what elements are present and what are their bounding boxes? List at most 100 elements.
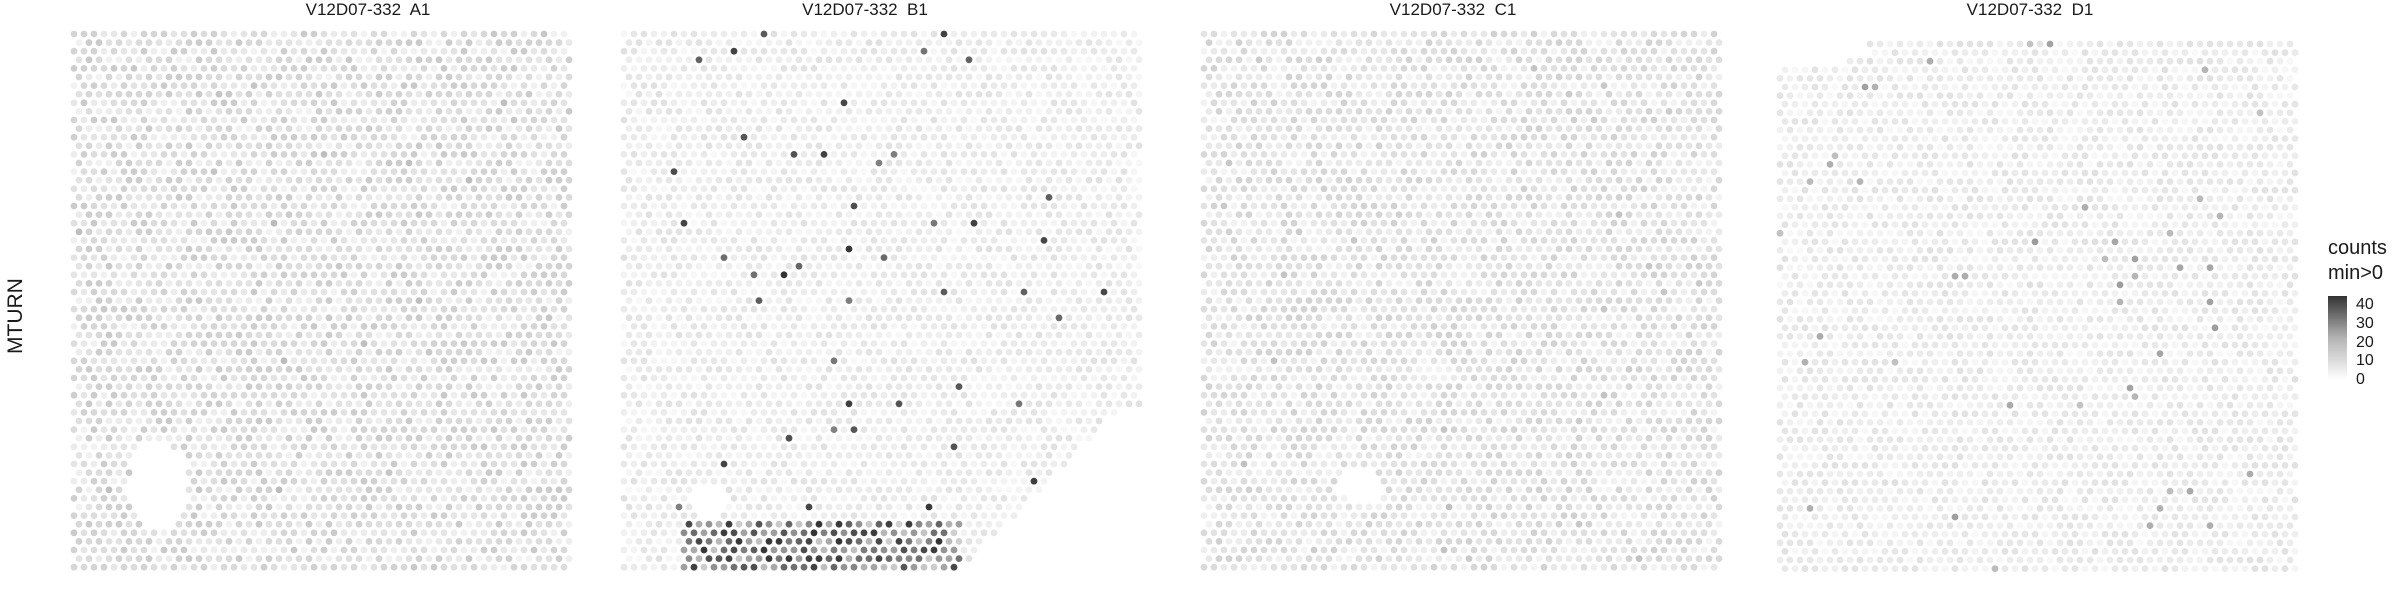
spot bbox=[500, 340, 508, 347]
spot bbox=[900, 82, 908, 89]
spot bbox=[850, 30, 858, 38]
spot bbox=[110, 30, 118, 38]
spot bbox=[860, 133, 868, 141]
spot bbox=[415, 73, 423, 81]
spot bbox=[105, 245, 113, 253]
spot bbox=[160, 426, 168, 433]
spot bbox=[385, 228, 393, 236]
spot bbox=[430, 374, 438, 382]
spot bbox=[645, 56, 653, 64]
spot bbox=[295, 90, 303, 98]
spot bbox=[170, 305, 178, 313]
spot bbox=[640, 116, 648, 124]
spot bbox=[530, 288, 538, 296]
spot bbox=[790, 99, 798, 107]
spot bbox=[560, 426, 568, 433]
spot bbox=[435, 142, 443, 150]
spot bbox=[95, 56, 103, 64]
spot bbox=[275, 383, 283, 390]
spot bbox=[895, 194, 903, 201]
spot bbox=[1110, 30, 1118, 38]
spot bbox=[410, 546, 418, 554]
spot bbox=[305, 228, 313, 236]
spot bbox=[345, 434, 353, 442]
spot bbox=[540, 185, 548, 193]
spot bbox=[165, 366, 173, 373]
spot bbox=[340, 65, 348, 72]
spot bbox=[270, 202, 278, 210]
spot bbox=[430, 151, 438, 158]
spot bbox=[745, 331, 753, 339]
spot bbox=[445, 400, 453, 408]
spot bbox=[370, 374, 378, 382]
spot bbox=[100, 82, 108, 89]
spot bbox=[770, 271, 778, 279]
spot bbox=[220, 391, 228, 399]
spot bbox=[550, 409, 558, 416]
spot bbox=[1000, 202, 1008, 210]
spot bbox=[415, 417, 423, 425]
spot bbox=[465, 56, 473, 64]
spot bbox=[525, 245, 533, 253]
spot bbox=[730, 133, 738, 141]
spot bbox=[460, 254, 468, 261]
spot bbox=[330, 65, 338, 72]
spot bbox=[330, 460, 338, 468]
spot bbox=[720, 323, 728, 330]
spot bbox=[325, 125, 333, 132]
spot bbox=[635, 73, 643, 81]
spot bbox=[895, 245, 903, 253]
spot bbox=[650, 323, 658, 330]
spot bbox=[550, 99, 558, 107]
spot bbox=[340, 168, 348, 176]
spot bbox=[680, 288, 688, 296]
spot bbox=[370, 133, 378, 141]
spot bbox=[250, 512, 258, 519]
spot bbox=[160, 391, 168, 399]
spot bbox=[545, 194, 553, 201]
spot bbox=[1035, 125, 1043, 132]
spot bbox=[300, 65, 308, 72]
spot bbox=[435, 400, 443, 408]
spot bbox=[135, 400, 143, 408]
spot bbox=[485, 348, 493, 356]
spot bbox=[245, 348, 253, 356]
spot bbox=[205, 176, 213, 184]
spot bbox=[815, 73, 823, 81]
spot bbox=[445, 108, 453, 115]
spot bbox=[1080, 116, 1088, 124]
spot bbox=[345, 383, 353, 390]
spot bbox=[780, 99, 788, 107]
spot bbox=[425, 56, 433, 64]
spot bbox=[530, 202, 538, 210]
spot bbox=[1005, 90, 1013, 98]
spot bbox=[545, 90, 553, 98]
spot bbox=[525, 383, 533, 390]
spot bbox=[265, 297, 273, 304]
spot bbox=[930, 237, 938, 244]
spot bbox=[1090, 151, 1098, 158]
spot bbox=[1020, 30, 1028, 38]
spot bbox=[715, 280, 723, 287]
spot bbox=[840, 65, 848, 72]
spot bbox=[75, 297, 83, 304]
spot bbox=[295, 417, 303, 425]
spot bbox=[85, 56, 93, 64]
spot bbox=[260, 391, 268, 399]
spot bbox=[295, 108, 303, 115]
spot bbox=[680, 237, 688, 244]
spot bbox=[505, 211, 513, 219]
spot bbox=[170, 254, 178, 261]
spot bbox=[240, 512, 248, 519]
spot bbox=[410, 133, 418, 141]
spot bbox=[1135, 194, 1143, 201]
spot bbox=[455, 452, 463, 459]
spot bbox=[235, 520, 243, 528]
spot bbox=[960, 99, 968, 107]
spot bbox=[245, 452, 253, 459]
spot bbox=[930, 133, 938, 141]
spot bbox=[270, 237, 278, 244]
spot bbox=[945, 314, 953, 322]
spot bbox=[840, 202, 848, 210]
spot bbox=[280, 288, 288, 296]
